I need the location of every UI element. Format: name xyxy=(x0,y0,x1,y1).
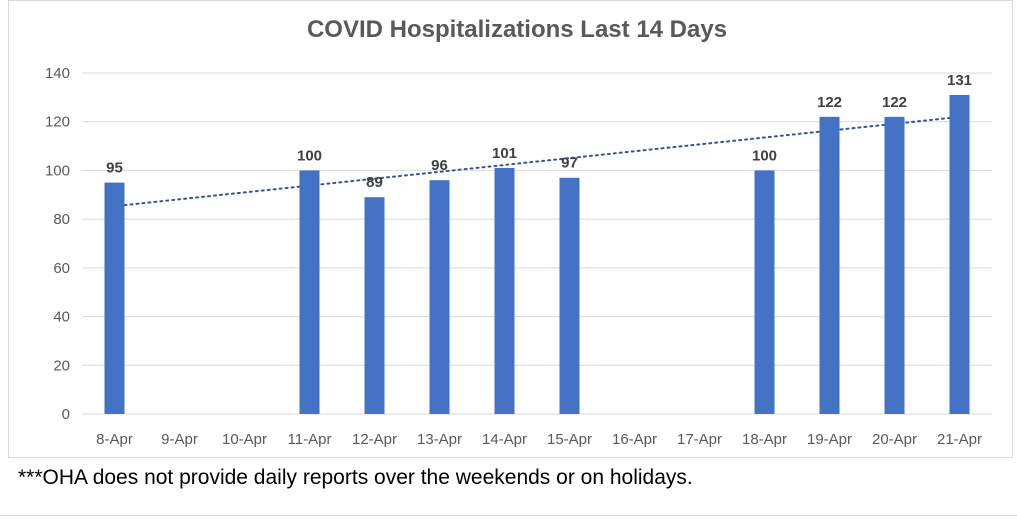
x-tick-label: 13-Apr xyxy=(417,431,462,448)
bar xyxy=(949,94,970,415)
data-label: 131 xyxy=(947,72,972,89)
data-label: 100 xyxy=(752,147,777,164)
data-label: 122 xyxy=(882,94,907,111)
bar-layer xyxy=(104,94,970,415)
bar xyxy=(299,170,320,414)
bar xyxy=(884,116,905,414)
y-tick-label: 40 xyxy=(53,309,70,326)
bar xyxy=(364,197,385,414)
data-label: 101 xyxy=(492,145,517,162)
trendline-layer xyxy=(123,116,951,207)
y-tick-label: 100 xyxy=(45,162,70,179)
chart-svg: COVID Hospitalizations Last 14 Days 95 10… xyxy=(45,16,992,448)
x-tick-label: 21-Apr xyxy=(937,431,982,448)
x-axis-ticks: 8-Apr 9-Apr 10-Apr 11-Apr 12-Apr 13-Apr 14-Apr… xyxy=(96,431,982,448)
data-label: 95 xyxy=(106,160,123,177)
x-tick-label: 14-Apr xyxy=(482,431,527,448)
data-label: 100 xyxy=(297,147,322,164)
chart-frame: COVID Hospitalizations Last 14 Days 95 10… xyxy=(8,0,1013,458)
y-tick-label: 60 xyxy=(53,260,70,277)
data-label: 97 xyxy=(561,155,578,172)
x-tick-label: 16-Apr xyxy=(612,431,657,448)
x-tick-label: 17-Apr xyxy=(677,431,722,448)
x-tick-label: 10-Apr xyxy=(222,431,267,448)
x-tick-label: 8-Apr xyxy=(96,431,133,448)
y-axis-ticks: 0 20 40 60 80 100 120 140 xyxy=(45,65,70,423)
bar xyxy=(819,116,840,414)
y-tick-label: 140 xyxy=(45,65,70,82)
x-tick-label: 11-Apr xyxy=(288,431,332,448)
data-label-layer: 95 100 89 96 101 97 100 122 122 131 xyxy=(106,72,972,191)
y-tick-label: 80 xyxy=(53,211,70,228)
x-tick-label: 9-Apr xyxy=(161,431,198,448)
gridlines xyxy=(82,72,992,415)
x-tick-label: 15-Apr xyxy=(547,431,592,448)
footnote: ***OHA does not provide daily reports ov… xyxy=(18,466,693,489)
y-tick-label: 120 xyxy=(45,114,70,131)
x-tick-label: 20-Apr xyxy=(872,431,917,448)
y-tick-label: 20 xyxy=(53,357,70,374)
bar xyxy=(104,182,125,414)
bar xyxy=(754,170,775,414)
bar xyxy=(429,180,450,414)
trendline xyxy=(123,116,951,207)
bar xyxy=(559,177,580,414)
x-tick-label: 12-Apr xyxy=(352,431,397,448)
x-tick-label: 18-Apr xyxy=(742,431,787,448)
x-tick-label: 19-Apr xyxy=(807,431,852,448)
divider xyxy=(0,515,1017,516)
y-tick-label: 0 xyxy=(62,406,70,423)
data-label: 122 xyxy=(817,94,842,111)
data-label: 96 xyxy=(431,157,448,174)
bar xyxy=(494,167,515,414)
chart-title: COVID Hospitalizations Last 14 Days xyxy=(307,16,727,43)
data-label: 89 xyxy=(366,174,383,191)
